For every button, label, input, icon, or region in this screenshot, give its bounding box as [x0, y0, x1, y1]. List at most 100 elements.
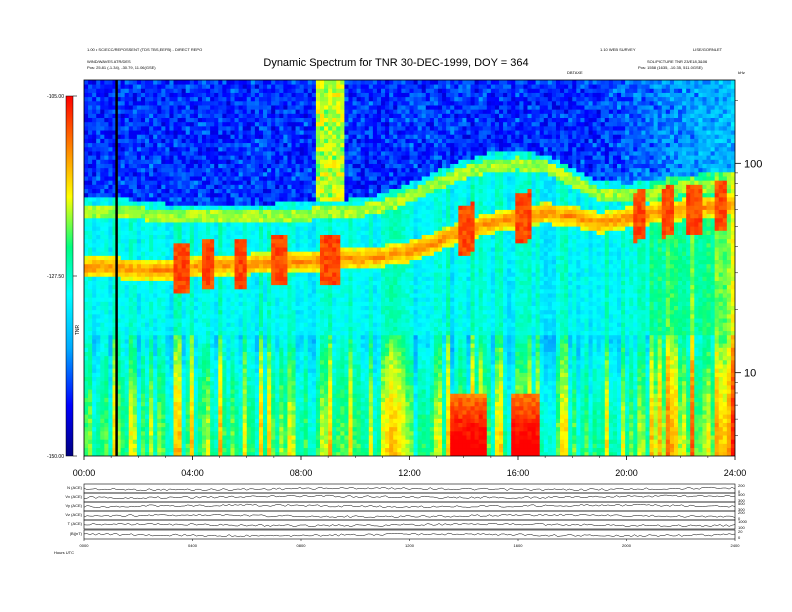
spectrum-cell	[157, 288, 162, 294]
spectrum-cell	[104, 205, 109, 210]
spectrum-cell	[246, 155, 252, 160]
spectrum-cell	[263, 188, 268, 194]
spectrum-cell	[88, 163, 93, 169]
spectrum-cell	[254, 205, 260, 210]
spectrum-cell	[189, 217, 195, 223]
spectrum-cell	[258, 288, 264, 294]
spectrum-cell	[140, 155, 146, 160]
spectrum-cell	[132, 293, 138, 298]
spectrum-cell	[271, 238, 276, 244]
spectrum-cell	[258, 222, 264, 227]
spectrum-cell	[173, 201, 178, 206]
spectrum-cell	[84, 355, 89, 361]
spectrum-cell	[185, 322, 191, 327]
spectrum-cell	[128, 209, 134, 215]
spectrum-cell	[250, 151, 256, 156]
spectrum-cell	[271, 268, 276, 273]
spectrum-cell	[283, 439, 288, 444]
spectrum-cell	[136, 405, 142, 411]
spectrum-cell	[234, 430, 240, 436]
spectrum-cell	[267, 343, 272, 348]
spectrum-cell	[157, 96, 162, 102]
spectrum-cell	[303, 426, 309, 432]
spectrum-cell	[283, 451, 288, 456]
spectrum-cell	[218, 276, 223, 281]
spectrum-cell	[140, 238, 146, 244]
spectrum-cell	[246, 372, 252, 378]
spectrum-cell	[226, 234, 231, 240]
spectrum-cell	[177, 422, 183, 428]
spectrum-cell	[132, 372, 138, 378]
spectrum-cell	[267, 347, 272, 352]
spectrum-cell	[173, 255, 178, 261]
spectrum-cell	[132, 222, 138, 227]
spectrum-cell	[303, 351, 309, 357]
spectrum-cell	[250, 322, 256, 327]
spectrum-cell	[222, 347, 227, 352]
spectrum-cell	[254, 134, 260, 139]
spectrum-cell	[279, 309, 284, 315]
spectrum-cell	[218, 188, 223, 194]
spectrum-cell	[112, 435, 117, 440]
spectrum-cell	[295, 188, 301, 194]
chart-title: Dynamic Spectrum for TNR 30-DEC-1999, DO…	[263, 57, 529, 69]
spectrum-cell	[206, 121, 211, 127]
spectrum-cell	[112, 105, 117, 110]
spectrum-cell	[206, 217, 211, 223]
spectrum-cell	[250, 393, 256, 398]
spectrum-cell	[279, 105, 284, 110]
spectrum-cell	[254, 226, 260, 231]
spectrum-cell	[112, 343, 117, 348]
spectrum-cell	[258, 293, 264, 298]
spectrum-cell	[283, 184, 288, 190]
spectrum-cell	[153, 318, 158, 323]
spectrum-cell	[279, 255, 284, 261]
spectrum-cell	[157, 134, 162, 139]
spectrum-cell	[88, 192, 93, 198]
spectrum-cell	[238, 138, 244, 144]
spectrum-cell	[140, 272, 146, 277]
spectrum-cell	[226, 284, 231, 290]
spectrum-cell	[104, 188, 109, 194]
spectrum-cell	[238, 222, 244, 227]
spectrum-cell	[96, 188, 101, 194]
spectrum-cell	[116, 364, 122, 369]
spectrum-cell	[226, 125, 231, 131]
spectrum-cell	[181, 184, 187, 190]
spectrum-cell	[124, 330, 130, 336]
spectrum-cell	[279, 364, 284, 369]
spectrum-cell	[92, 410, 97, 415]
spectrum-cell	[84, 217, 89, 223]
spectrum-cell	[291, 163, 296, 169]
spectrum-cell	[250, 343, 256, 348]
spectrum-cell	[145, 443, 150, 449]
spectrum-cell	[230, 276, 235, 281]
spectrum-cell	[267, 288, 272, 294]
spectrum-cell	[149, 330, 154, 336]
spectrum-cell	[112, 359, 117, 365]
spectrum-cell	[258, 184, 264, 190]
spectrum-cell	[295, 138, 301, 144]
spectrum-cell	[291, 355, 296, 361]
spectrum-cell	[279, 167, 284, 173]
spectrum-cell	[206, 405, 211, 411]
spectrum-cell	[287, 180, 292, 185]
spectrum-cell	[161, 230, 166, 235]
spectrum-cell	[100, 146, 105, 152]
spectrum-cell	[177, 238, 183, 244]
spectrum-cell	[120, 176, 126, 181]
spectrum-cell	[201, 435, 207, 440]
spectrum-cell	[140, 263, 146, 269]
spectrum-cell	[275, 384, 280, 390]
spectrum-cell	[132, 192, 138, 198]
spectrum-cell	[206, 393, 211, 398]
spectrum-cell	[218, 263, 223, 269]
spectrum-cell	[291, 376, 296, 382]
spectrum-cell	[287, 389, 292, 394]
spectrum-cell	[88, 368, 93, 373]
spectrum-cell	[116, 272, 122, 277]
spectrum-cell	[197, 230, 203, 235]
spectrum-cell	[169, 297, 174, 302]
spectrum-cell	[258, 380, 264, 386]
spectrum-cell	[287, 88, 292, 93]
